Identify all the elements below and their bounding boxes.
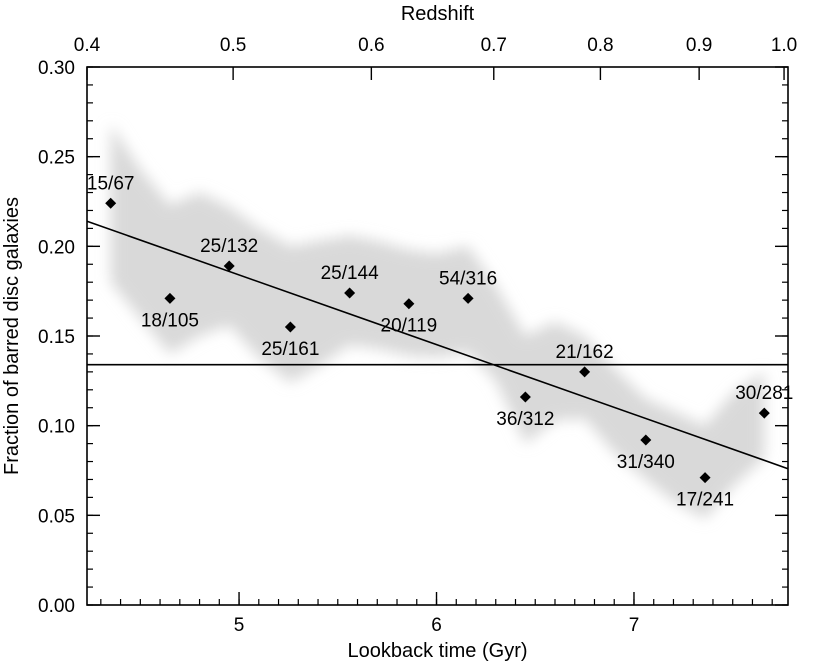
- data-point: [699, 472, 711, 484]
- data-point: [223, 260, 235, 272]
- top-tick-label: 1.0: [771, 35, 797, 56]
- point-label: 25/161: [261, 339, 319, 360]
- top-tick-label: 0.5: [220, 35, 246, 56]
- top-tick-label: 0.4: [74, 35, 101, 56]
- data-point: [640, 434, 652, 446]
- top-axis-title: Redshift: [401, 3, 475, 25]
- point-label: 21/162: [556, 342, 614, 363]
- data-point: [579, 366, 591, 378]
- y-tick-label: 0.25: [38, 148, 75, 169]
- y-tick-label: 0.00: [38, 596, 75, 617]
- y-tick-label: 0.20: [38, 237, 75, 258]
- data-point: [519, 391, 531, 403]
- x-tick-label: 5: [234, 615, 245, 636]
- confidence-band: [110, 124, 765, 519]
- data-point: [105, 197, 117, 209]
- x-tick-label: 6: [431, 615, 442, 636]
- point-label: 30/281: [735, 383, 793, 404]
- top-tick-label: 0.7: [481, 35, 507, 56]
- point-label: 18/105: [141, 310, 199, 331]
- point-label: 36/312: [496, 409, 554, 430]
- data-point: [164, 292, 176, 304]
- point-label: 17/241: [676, 490, 734, 511]
- y-tick-label: 0.05: [38, 506, 75, 527]
- data-point: [403, 298, 415, 310]
- top-tick-label: 0.8: [587, 35, 613, 56]
- y-tick-label: 0.15: [38, 327, 75, 348]
- data-point: [758, 407, 770, 419]
- top-tick-label: 0.6: [358, 35, 384, 56]
- top-tick-label: 0.9: [686, 35, 712, 56]
- point-label: 25/144: [321, 263, 380, 284]
- data-point: [462, 292, 474, 304]
- x-axis-title: Lookback time (Gyr): [347, 640, 527, 662]
- x-tick-label: 7: [629, 615, 640, 636]
- point-label: 25/132: [200, 236, 258, 257]
- fit-line: [86, 220, 789, 470]
- y-tick-label: 0.30: [38, 58, 75, 79]
- data-point: [344, 287, 356, 299]
- point-label: 54/316: [439, 268, 497, 289]
- point-label: 15/67: [87, 173, 135, 194]
- point-label: 20/119: [381, 316, 438, 337]
- y-tick-label: 0.10: [38, 417, 75, 438]
- y-axis-title: Fraction of barred disc galaxies: [1, 197, 23, 475]
- point-label: 31/340: [617, 452, 675, 473]
- data-point: [284, 321, 296, 333]
